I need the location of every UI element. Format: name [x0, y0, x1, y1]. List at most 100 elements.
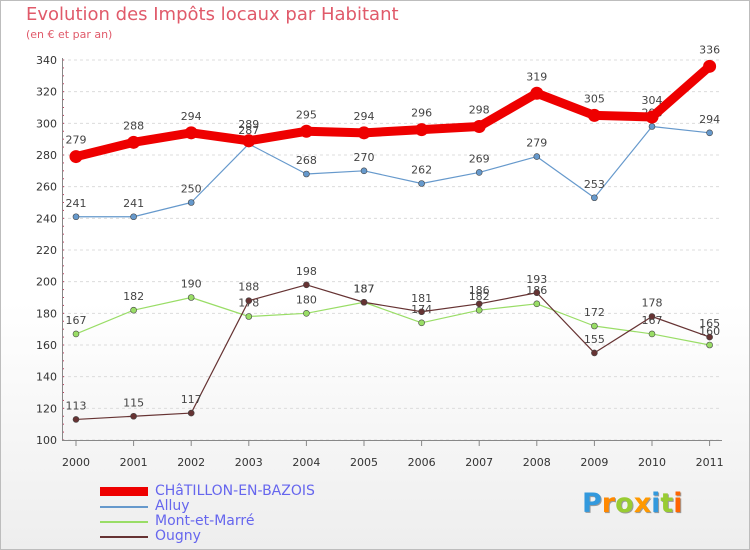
series-line: [75, 296, 711, 346]
x-tick-label: 2001: [120, 456, 148, 469]
data-label: 190: [181, 278, 202, 291]
data-label: 182: [123, 290, 144, 303]
data-label: 279: [66, 134, 87, 147]
data-label: 295: [296, 108, 317, 121]
data-point: [72, 330, 80, 338]
data-point: [591, 349, 598, 357]
data-label: 117: [181, 393, 202, 406]
data-point: [303, 170, 310, 178]
data-label: 115: [123, 396, 144, 409]
proxiti-logo: Proxiti: [582, 488, 683, 519]
data-label: 336: [699, 43, 720, 56]
data-label: 270: [354, 151, 375, 164]
data-point: [69, 150, 83, 164]
series-line: [75, 125, 711, 218]
y-tick-label: 300: [36, 117, 57, 130]
data-label: 167: [66, 314, 87, 327]
data-point: [706, 341, 713, 349]
data-label: 262: [411, 164, 432, 177]
data-label: 305: [584, 92, 605, 105]
x-tick-label: 2009: [580, 456, 608, 469]
data-point: [648, 123, 656, 130]
data-label: 304: [642, 94, 663, 107]
data-point: [472, 120, 486, 133]
data-point: [72, 416, 80, 423]
data-label: 182: [469, 290, 490, 303]
data-point: [475, 169, 483, 176]
data-label: 165: [699, 317, 720, 330]
logo-letter: o: [615, 488, 634, 519]
data-point: [587, 108, 601, 122]
legend-label: Mont-et-Marré: [155, 513, 255, 529]
x-tick-label: 2004: [292, 456, 320, 469]
data-point: [533, 153, 541, 160]
data-point: [245, 313, 253, 320]
data-point: [187, 199, 195, 206]
data-point: [242, 134, 256, 148]
data-label: 298: [469, 104, 490, 117]
data-label: 294: [699, 113, 720, 126]
y-tick-label: 180: [36, 307, 57, 320]
x-tick-label: 2008: [523, 456, 551, 469]
x-tick-label: 2011: [696, 456, 724, 469]
y-tick-label: 200: [36, 276, 57, 289]
data-label: 287: [238, 124, 259, 137]
data-point: [357, 126, 371, 140]
legend: CHâTILLON-EN-BAZOIS Alluy Mont-et-Marré Oug…: [100, 484, 360, 544]
legend-label: Ougny: [155, 528, 201, 544]
legend-item: Mont-et-Marré: [100, 514, 360, 529]
data-point: [187, 294, 195, 301]
data-point: [127, 135, 141, 149]
legend-swatch: [100, 487, 148, 496]
logo-letter: P: [582, 488, 602, 519]
data-point: [533, 289, 541, 297]
data-point: [130, 306, 137, 314]
series-mont-et-marr-: 167182190178180187174182186172167160: [66, 278, 720, 349]
data-label: 198: [296, 265, 317, 278]
data-label: 113: [66, 399, 87, 412]
data-label: 253: [584, 178, 605, 191]
x-tick-label: 2003: [235, 456, 263, 469]
y-tick-label: 140: [36, 371, 57, 384]
series-line: [75, 284, 711, 421]
data-label: 319: [526, 70, 547, 83]
data-label: 296: [411, 107, 432, 120]
data-label: 269: [469, 152, 490, 165]
logo-letter: r: [601, 488, 616, 519]
y-tick-label: 240: [36, 212, 57, 225]
legend-swatch: [100, 521, 148, 523]
data-point: [475, 300, 483, 308]
data-point: [475, 306, 483, 314]
data-point: [418, 308, 425, 316]
y-tick-label: 320: [36, 86, 57, 99]
x-tick-label: 2005: [350, 456, 378, 469]
legend-swatch: [100, 506, 148, 508]
chart-title: Evolution des Impôts locaux par Habitant: [26, 4, 399, 25]
data-label: 186: [469, 284, 490, 297]
legend-item: Ougny: [100, 529, 360, 544]
data-point: [703, 59, 717, 73]
y-tick-label: 260: [36, 181, 57, 194]
data-point: [130, 213, 137, 221]
logo-letter: x: [633, 488, 652, 519]
y-tick-label: 220: [36, 244, 57, 257]
logo-letter: i: [673, 488, 683, 519]
y-tick-label: 160: [36, 339, 57, 352]
x-tick-label: 2000: [62, 456, 90, 469]
data-point: [591, 322, 598, 330]
data-label: 279: [526, 137, 547, 150]
x-tick-label: 2007: [465, 456, 493, 469]
data-label: 193: [526, 273, 547, 286]
data-point: [187, 409, 195, 417]
legend-item: Alluy: [100, 499, 360, 514]
data-point: [299, 124, 313, 138]
data-point: [591, 194, 598, 202]
x-tick-label: 2006: [408, 456, 436, 469]
data-point: [418, 180, 425, 187]
data-point: [648, 313, 656, 320]
data-point: [648, 330, 656, 338]
data-label: 241: [123, 197, 144, 210]
y-tick-label: 100: [36, 434, 57, 447]
data-point: [303, 310, 310, 317]
data-label: 187: [354, 282, 375, 295]
